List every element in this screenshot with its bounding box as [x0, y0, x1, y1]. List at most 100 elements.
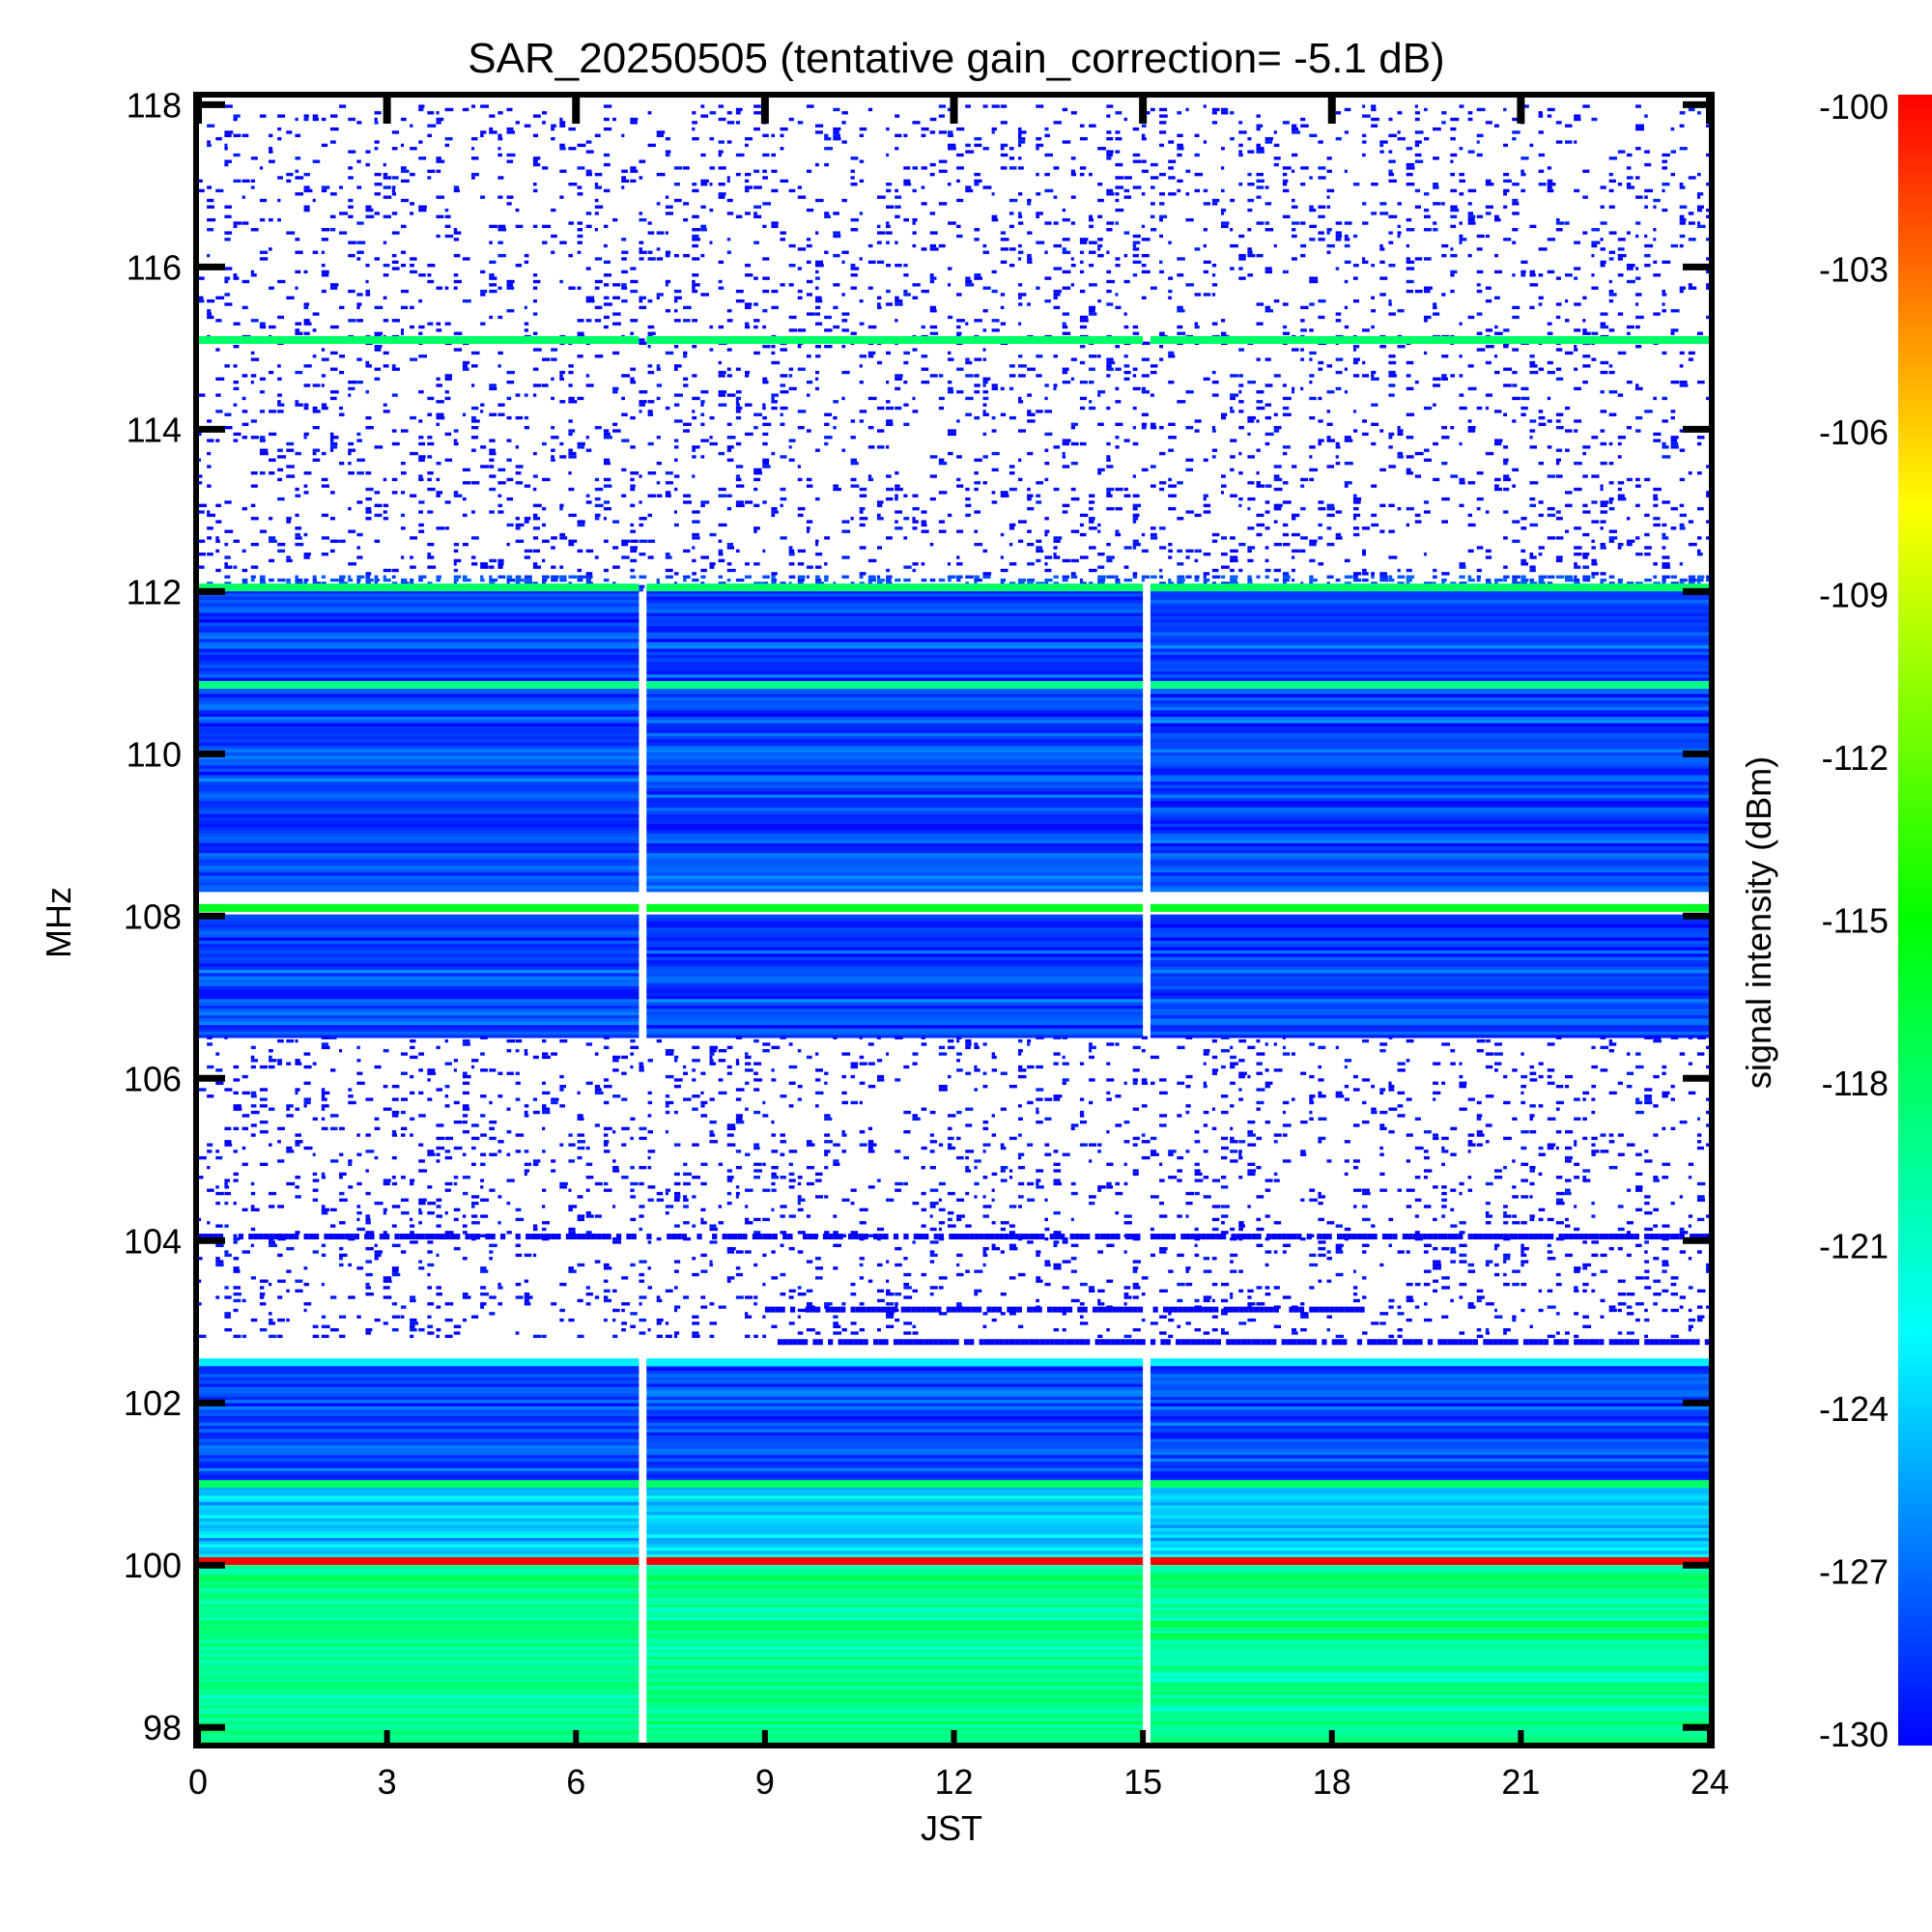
spectrum-sample — [383, 1321, 388, 1325]
spectrum-sample — [1292, 127, 1298, 131]
spectrum-sample — [391, 1272, 401, 1277]
spectrum-sample — [1141, 422, 1148, 426]
spectrum-sample — [1529, 270, 1536, 274]
spectrum-sample — [444, 396, 451, 401]
spectrum-sample — [410, 1295, 416, 1299]
spectrum-sample — [1132, 513, 1140, 518]
spectrum-sample — [639, 587, 643, 592]
spectrum-band-row — [646, 846, 1144, 850]
spectrum-band-row — [198, 888, 639, 893]
spectrum-sample — [568, 432, 573, 437]
spectrum-band-row — [1150, 917, 1710, 922]
spectrum-sample — [1044, 153, 1053, 157]
spectrum-sample — [585, 494, 590, 497]
spectrum-sample — [974, 481, 981, 485]
spectrum-sample — [524, 582, 533, 585]
spectrum-band-row — [646, 1002, 1144, 1006]
spectrum-sample — [1000, 532, 1005, 537]
spectrum-sample — [532, 451, 537, 456]
spectrum-sample — [489, 127, 494, 131]
spectrum-sample — [1467, 426, 1476, 430]
spectrum-sample — [1292, 513, 1300, 518]
spectrum-band-row — [1150, 713, 1710, 717]
spectrum-band-row — [1150, 615, 1710, 620]
spectrum-sample — [250, 436, 259, 440]
spectrum-sample — [1168, 436, 1177, 440]
spectrum-sample — [1371, 370, 1377, 375]
spectrum-sample — [1238, 542, 1246, 547]
spectrum-sample — [321, 536, 329, 540]
spectrum-sample — [1662, 441, 1666, 446]
spectrum-sample — [1106, 188, 1114, 193]
spectrum-sample — [1115, 529, 1120, 533]
spectrum-sample — [947, 221, 956, 225]
spectrum-sample — [1591, 436, 1599, 440]
spectrum-sample — [1211, 1315, 1218, 1319]
spectrum-sample — [815, 553, 823, 556]
spectrum-sample — [1238, 150, 1242, 154]
spectrum-band-row — [1150, 790, 1710, 795]
spectrum-sample — [1326, 465, 1334, 469]
spectrum-sample — [876, 578, 886, 582]
spectrum-sample — [1414, 130, 1424, 134]
spectrum-sample — [1132, 367, 1138, 371]
spectrum-sample — [1018, 396, 1022, 401]
spectrum-band-row — [1150, 885, 1710, 890]
spectrum-sample — [1159, 130, 1167, 134]
spectrum-sample — [585, 1302, 591, 1306]
spectrum-sample — [1414, 1305, 1420, 1309]
spectrum-sample — [374, 575, 379, 579]
spectrum-sample — [753, 471, 763, 475]
spectrum-sample — [1062, 270, 1071, 274]
spectrum-sample — [700, 205, 706, 209]
spectrum-sample — [1653, 238, 1657, 242]
spectrum-sample — [815, 345, 821, 349]
spectrum-sample — [515, 539, 525, 543]
spectrum-sample — [1132, 159, 1142, 163]
spectrum-sample — [833, 212, 839, 215]
spectrum-sample — [348, 289, 355, 294]
spectrum-sample — [1070, 156, 1076, 160]
spectrum-sample — [1406, 257, 1410, 261]
spectrum-sample — [348, 451, 352, 456]
spectrum-sample — [312, 458, 321, 462]
spectrum-band-row — [1150, 930, 1710, 935]
spectrum-sample — [585, 296, 595, 299]
spectrum-sample — [1555, 474, 1563, 478]
spectrum-sample — [1574, 367, 1578, 371]
spectrum-sample — [639, 247, 643, 251]
spectrum-sample — [895, 114, 900, 118]
spectrum-sample — [1203, 1331, 1210, 1335]
spectrum-sample — [1264, 558, 1269, 563]
spectrum-sample — [895, 578, 901, 582]
spectrum-sample — [1635, 415, 1643, 420]
spectrum-sample — [982, 384, 986, 387]
spectrum-sample — [1600, 572, 1606, 576]
spectrum-sample — [850, 582, 855, 585]
spectrum-sample — [692, 121, 697, 125]
spectrum-sample — [929, 276, 937, 280]
spectrum-sample — [1097, 1302, 1105, 1306]
spectrum-band-row — [1150, 992, 1710, 996]
spectrum-sample — [1388, 465, 1396, 469]
spectrum-sample — [639, 517, 647, 521]
spectrum-sample — [1185, 575, 1192, 579]
spectrum-sample — [780, 455, 787, 459]
spectrum-sample — [1476, 578, 1481, 582]
spectrum-sample — [1582, 532, 1590, 537]
spectrum-sample — [771, 578, 778, 582]
spectrum-sample — [1247, 582, 1253, 585]
spectrum-sample — [489, 448, 496, 452]
spectrum-band-row — [1150, 846, 1710, 850]
spectrum-sample — [532, 503, 542, 507]
spectrum-sample — [1582, 575, 1591, 579]
spectrum-sample — [1159, 107, 1168, 112]
spectrum-sample — [585, 224, 592, 229]
spectrum-sample — [1159, 481, 1167, 485]
spectrum-sample — [1115, 532, 1122, 537]
spectrum-sample — [1344, 221, 1352, 225]
spectrum-sample — [1027, 410, 1032, 413]
spectrum-sample — [1503, 461, 1508, 466]
spectrum-sample — [1644, 1286, 1652, 1290]
spectrum-sample — [1635, 276, 1641, 280]
